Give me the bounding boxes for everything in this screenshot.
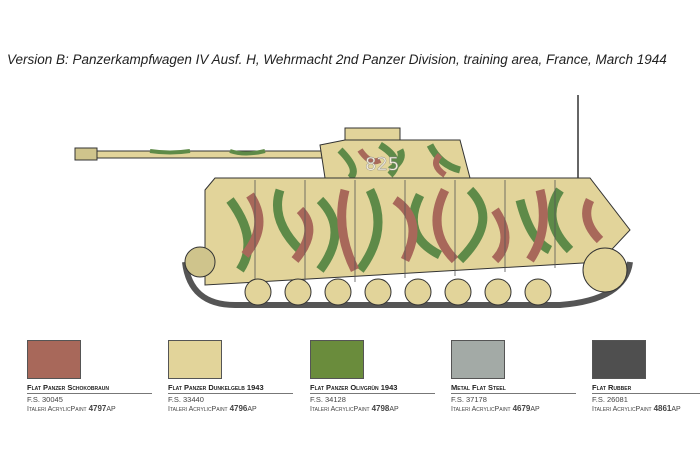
- hull: [204, 177, 631, 286]
- fs-code: F.S. 33440: [168, 395, 204, 404]
- swatch-olivgruen: Flat Panzer Olivgrün 1943 F.S. 34128 Ita…: [310, 340, 435, 413]
- paint-code: Italeri AcrylicPaint 4797AP: [27, 404, 116, 413]
- paint-name: Metal Flat Steel: [451, 383, 576, 394]
- swatch-rubber: Flat Rubber F.S. 26081 Italeri AcrylicPa…: [592, 340, 700, 413]
- gun-barrel: [74, 147, 328, 161]
- swatch-dunkelgelb: Flat Panzer Dunkelgelb 1943 F.S. 33440 I…: [168, 340, 293, 413]
- turret-number: 825: [365, 154, 399, 175]
- paint-name: Flat Rubber: [592, 383, 700, 394]
- color-chip: [592, 340, 646, 379]
- swatch-flat-steel: Metal Flat Steel F.S. 37178 Italeri Acry…: [451, 340, 576, 413]
- version-caption: Version B: Panzerkampfwagen IV Ausf. H, …: [7, 52, 667, 67]
- paint-code: Italeri AcrylicPaint 4679AP: [451, 404, 540, 413]
- paint-code: Italeri AcrylicPaint 4861AP: [592, 404, 681, 413]
- paint-name: Flat Panzer Schokobraun: [27, 383, 152, 394]
- paint-name: Flat Panzer Dunkelgelb 1943: [168, 383, 293, 394]
- paint-name: Flat Panzer Olivgrün 1943: [310, 383, 435, 394]
- fs-code: F.S. 26081: [592, 395, 628, 404]
- paint-code: Italeri AcrylicPaint 4798AP: [310, 404, 399, 413]
- fs-code: F.S. 34128: [310, 395, 346, 404]
- color-chip: [310, 340, 364, 379]
- fs-code: F.S. 37178: [451, 395, 487, 404]
- turret: 825: [319, 127, 471, 181]
- color-chip: [27, 340, 81, 379]
- color-chip: [168, 340, 222, 379]
- color-chip: [451, 340, 505, 379]
- paint-code: Italeri AcrylicPaint 4796AP: [168, 404, 257, 413]
- running-gear: [182, 246, 633, 308]
- fs-code: F.S. 30045: [27, 395, 63, 404]
- swatch-schokobraun: Flat Panzer Schokobraun F.S. 30045 Itale…: [27, 340, 152, 413]
